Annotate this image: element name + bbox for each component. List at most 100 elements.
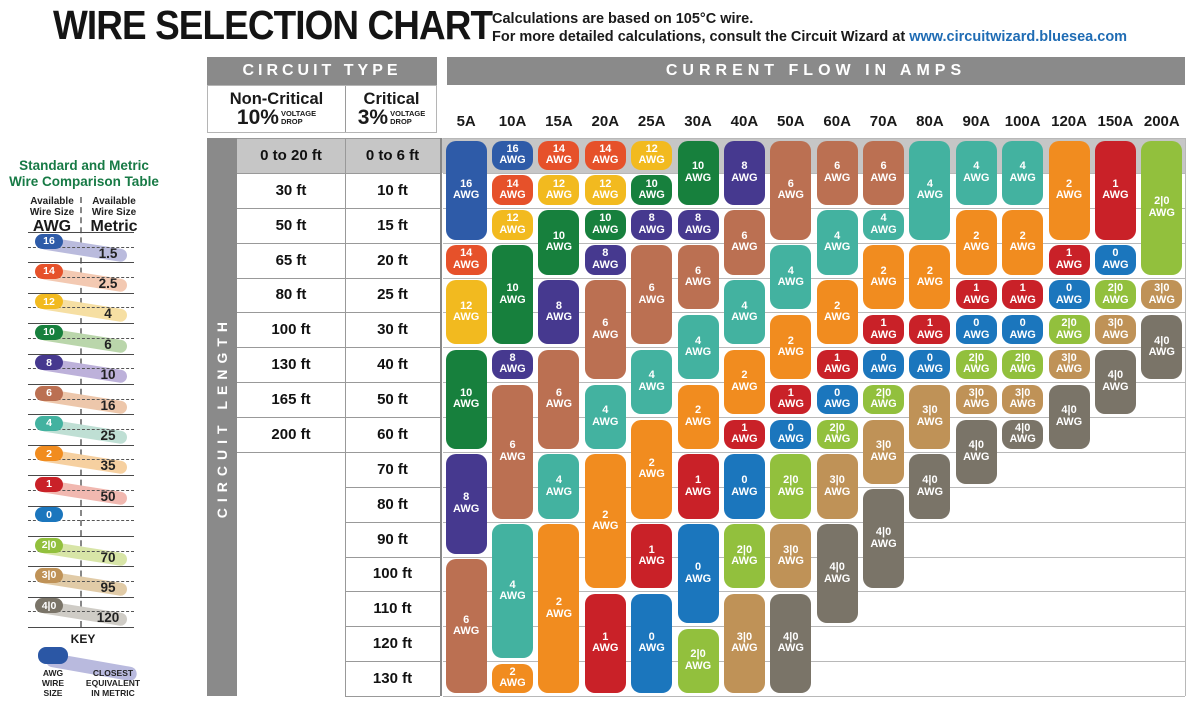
awg-size-pill: 14 [35, 263, 63, 279]
wire-pill-50A-200: 2|0 AWG [770, 454, 812, 519]
wire-pill-70A-4: 4 AWG [863, 210, 905, 240]
length-line-horizontal [345, 661, 440, 663]
wire-pill-20A-12: 12 AWG [584, 175, 626, 205]
metric-size-value: 4 [104, 306, 112, 322]
wire-pill-100A-200: 2|0 AWG [1002, 349, 1044, 380]
subtitle: Calculations are based on 105°C wire. Fo… [492, 10, 1127, 46]
comparison-row-dashed-line [28, 276, 134, 278]
wire-pill-120A-300: 3|0 AWG [1048, 349, 1090, 380]
key-awg-caption: AWG WIRE SIZE [41, 668, 65, 698]
amp-column-label: 60A [823, 113, 851, 130]
key-awg-pill [38, 647, 68, 664]
wire-pill-100A-4: 4 AWG [1002, 140, 1044, 205]
grid-line-horizontal [443, 277, 1185, 279]
critical-length-cell: 90 ft [377, 530, 408, 548]
metric-column-unit: Metric [90, 218, 138, 235]
comparison-row-dashed-line [28, 459, 134, 461]
wire-pill-15A-6: 6 AWG [538, 349, 580, 449]
critical-length-cell: 130 ft [372, 670, 413, 688]
metric-size-value: 1.5 [98, 245, 118, 261]
non-critical-label: Non-Critical [229, 89, 324, 108]
grid-left-border [440, 138, 442, 696]
wire-pill-90A-1: 1 AWG [955, 280, 997, 310]
wire-pill-5A-10: 10 AWG [445, 349, 487, 449]
amp-column-label: 150A [1097, 113, 1134, 130]
wire-pill-80A-400: 4|0 AWG [909, 454, 951, 519]
length-line-horizontal [237, 277, 440, 279]
wire-pill-25A-12: 12 AWG [631, 140, 673, 170]
wire-pill-90A-400: 4|0 AWG [955, 419, 997, 484]
non-critical-length-cell: 100 ft [271, 321, 311, 339]
wire-pill-90A-0: 0 AWG [955, 314, 997, 345]
amp-column-label: 70A [869, 113, 898, 130]
wire-pill-30A-0: 0 AWG [677, 524, 719, 624]
grid-line-horizontal [443, 556, 1185, 558]
grid-line-horizontal [443, 242, 1185, 244]
grid-line-horizontal [443, 207, 1185, 209]
wire-pill-10A-4: 4 AWG [492, 524, 534, 659]
comparison-row-dashed-line [28, 520, 134, 522]
grid-line-horizontal [443, 312, 1185, 314]
circuit-wizard-link[interactable]: www.circuitwizard.bluesea.com [909, 29, 1128, 45]
comparison-row-separator [28, 232, 134, 233]
wire-pill-15A-12: 12 AWG [538, 175, 580, 205]
awg-size-pill: 4 [35, 415, 63, 431]
comparison-row-separator [28, 566, 134, 568]
grid-line-horizontal [443, 521, 1185, 523]
wire-pill-30A-4: 4 AWG [677, 314, 719, 380]
wire-pill-30A-1: 1 AWG [677, 454, 719, 519]
wire-pill-90A-200: 2|0 AWG [955, 349, 997, 380]
wire-pill-70A-0: 0 AWG [863, 349, 905, 380]
comparison-row-dashed-line [28, 368, 134, 370]
grid-line-horizontal [443, 591, 1185, 593]
awg-size-pill: 0 [35, 507, 63, 523]
comparison-row-separator [28, 414, 134, 416]
circuit-length-header: CIRCUIT LENGTH [207, 138, 237, 696]
metric-size-value: 50 [100, 488, 116, 504]
wire-pill-40A-4: 4 AWG [723, 280, 765, 345]
non-critical-length-cell: 80 ft [275, 286, 307, 304]
comparison-row-dashed-line [28, 246, 134, 248]
critical-percent: 3% [357, 105, 389, 129]
subtitle-line1: Calculations are based on 105°C wire. [492, 11, 754, 27]
non-critical-length-cell: 65 ft [275, 251, 307, 269]
wire-pill-120A-200: 2|0 AWG [1048, 314, 1090, 345]
wire-pill-70A-300: 3|0 AWG [863, 419, 905, 484]
grid-line-horizontal [443, 382, 1185, 384]
wire-pill-20A-14: 14 AWG [584, 140, 626, 170]
metric-size-value: 25 [100, 427, 116, 443]
grid-line-horizontal [443, 138, 1185, 139]
comparison-row-dashed-line [28, 428, 134, 430]
length-line-horizontal [237, 138, 440, 139]
wire-pill-200A-300: 3|0 AWG [1141, 280, 1183, 310]
metric-size-value: 16 [100, 397, 116, 413]
wire-pill-50A-400: 4|0 AWG [770, 593, 812, 693]
wire-pill-50A-0: 0 AWG [770, 419, 812, 449]
wire-pill-60A-0: 0 AWG [816, 384, 858, 414]
length-line-horizontal [345, 556, 440, 558]
length-line-horizontal [345, 696, 440, 697]
awg-column-unit: AWG [32, 218, 72, 235]
wire-pill-100A-400: 4|0 AWG [1002, 419, 1044, 449]
amp-column-label: 15A [545, 113, 573, 130]
comparison-row-dashed-line [28, 580, 134, 582]
wire-pill-200A-200: 2|0 AWG [1141, 140, 1183, 275]
length-line-horizontal [237, 172, 440, 174]
awg-size-pill: 8 [35, 355, 63, 371]
wire-pill-10A-16: 16 AWG [492, 140, 534, 170]
wire-pill-150A-300: 3|0 AWG [1094, 314, 1136, 345]
wire-pill-120A-0: 0 AWG [1048, 280, 1090, 310]
grid-line-horizontal [443, 696, 1185, 697]
wire-pill-25A-0: 0 AWG [631, 593, 673, 693]
wire-pill-70A-400: 4|0 AWG [863, 489, 905, 589]
wire-pill-60A-200: 2|0 AWG [816, 419, 858, 449]
wire-pill-10A-6: 6 AWG [492, 384, 534, 519]
wire-pill-10A-12: 12 AWG [492, 210, 534, 240]
length-line-horizontal [345, 521, 440, 523]
comparison-row-separator [28, 596, 134, 598]
wire-pill-30A-8: 8 AWG [677, 210, 719, 240]
non-critical-header: Non-Critical 10% VOLTAGE DROP [208, 86, 346, 132]
wire-pill-25A-2: 2 AWG [631, 419, 673, 519]
wire-pill-80A-1: 1 AWG [909, 314, 951, 345]
